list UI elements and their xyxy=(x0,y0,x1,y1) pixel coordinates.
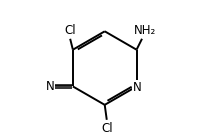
Text: N: N xyxy=(46,80,54,93)
Text: Cl: Cl xyxy=(64,24,76,37)
Text: N: N xyxy=(133,81,142,94)
Text: Cl: Cl xyxy=(101,122,113,135)
Text: NH₂: NH₂ xyxy=(134,24,156,37)
